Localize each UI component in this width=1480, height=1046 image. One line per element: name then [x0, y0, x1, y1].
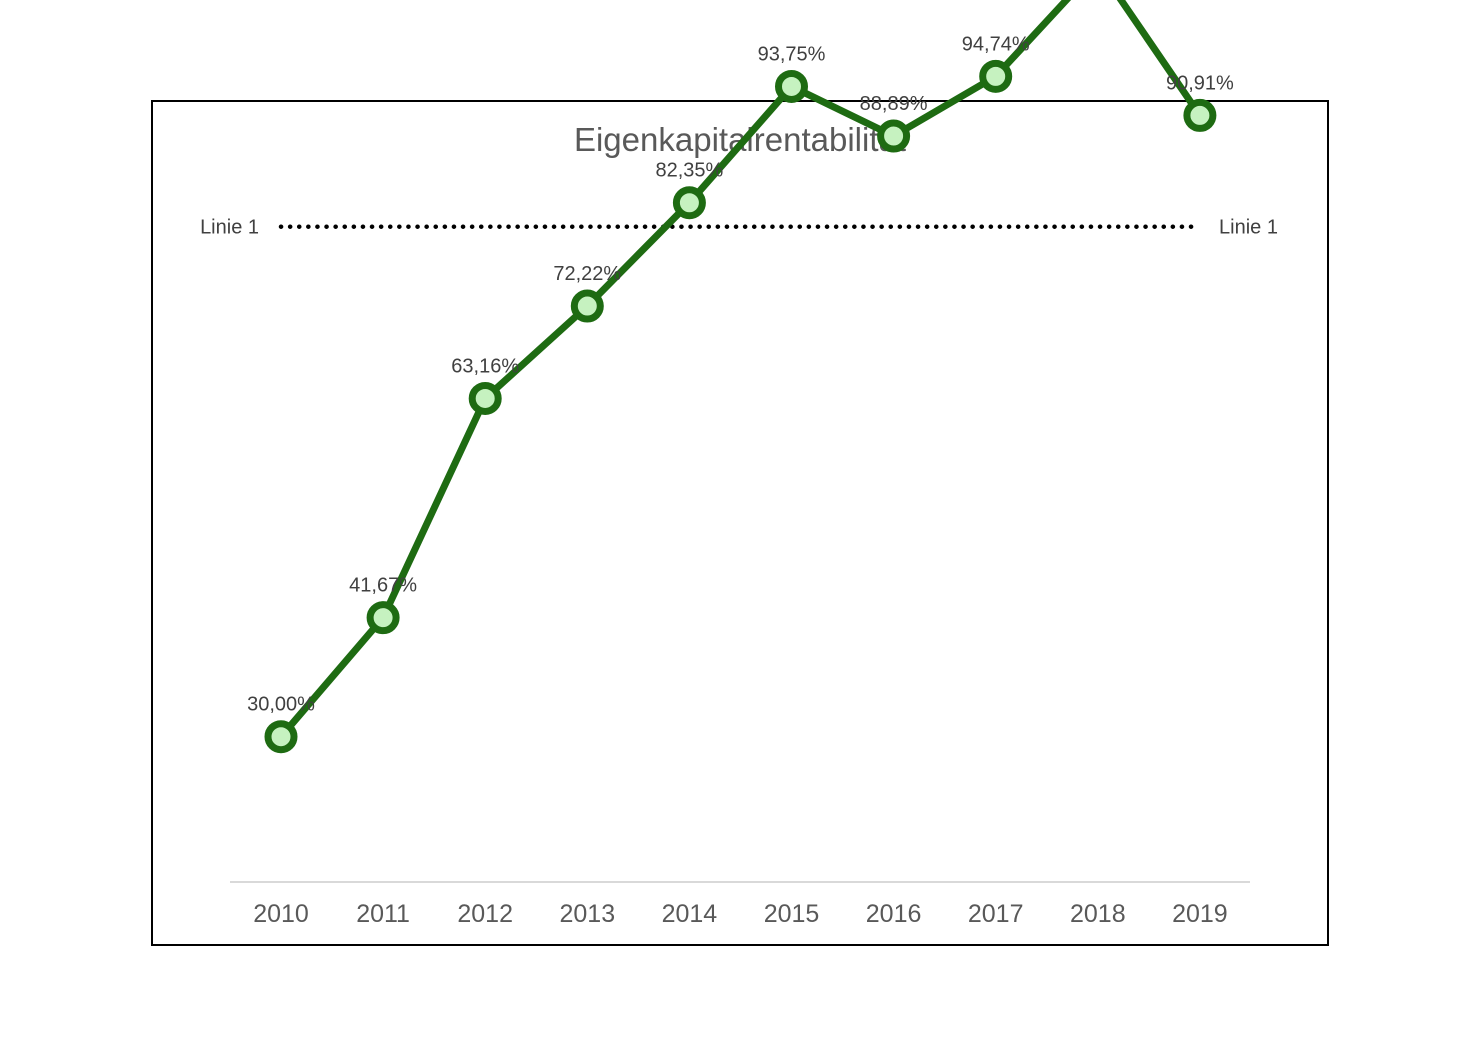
data-label: 82,35% [655, 160, 723, 182]
data-point [366, 601, 400, 635]
chart-frame [151, 100, 1329, 946]
x-tick-label: 2018 [1070, 900, 1126, 928]
chart-title: Eigenkapitalrentabilität [574, 121, 906, 158]
series-layer [264, 0, 1217, 754]
x-tick-label: 2012 [457, 900, 513, 928]
reference-label-left: Linie 1 [200, 217, 259, 239]
data-label: 93,75% [758, 43, 826, 65]
data-label: 88,89% [860, 93, 928, 115]
data-label: 90,91% [1166, 72, 1234, 94]
data-label: 94,74% [962, 33, 1030, 55]
data-point [979, 59, 1013, 93]
x-tick-label: 2015 [764, 900, 820, 928]
data-label: 30,00% [247, 694, 315, 716]
x-tick-label: 2011 [356, 900, 410, 928]
series-line [277, 0, 1204, 741]
x-tick-labels: 2010 2011 2012 2013 2014 2015 2016 2017 2018 2019 [253, 900, 1228, 928]
data-point [1183, 98, 1217, 132]
data-point [264, 720, 298, 754]
data-label: 72,22% [553, 263, 621, 285]
x-tick-label: 2016 [866, 900, 922, 928]
data-label: 41,67% [349, 575, 417, 597]
x-tick-label: 2010 [253, 900, 309, 928]
data-point [775, 69, 808, 103]
data-label: 63,16% [451, 355, 519, 377]
x-tick-label: 2013 [559, 900, 615, 928]
data-labels: 30,00% 41,67% 63,16% 72,22% 82,35% 93,75% 88,8… [247, 33, 1234, 716]
data-point [672, 186, 706, 220]
reference-label-right: Linie 1 [1219, 217, 1278, 239]
data-point [877, 119, 911, 153]
data-point [570, 289, 604, 323]
x-tick-label: 2014 [662, 900, 718, 928]
data-point [468, 381, 502, 415]
x-tick-label: 2019 [1172, 900, 1228, 928]
x-tick-label: 2017 [968, 900, 1024, 928]
